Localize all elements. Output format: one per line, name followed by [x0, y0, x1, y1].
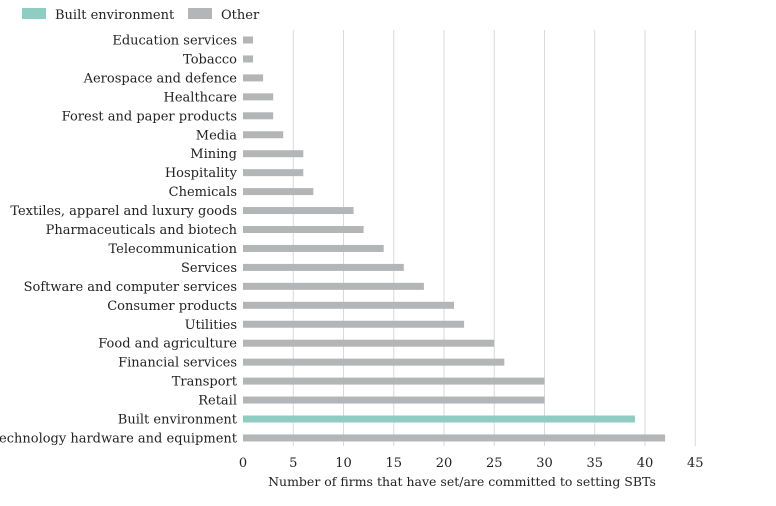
- bar-textiles-apparel-and-luxury-goods: [243, 207, 354, 215]
- legend-label-built-environment: Built environment: [55, 8, 175, 23]
- bar-media: [243, 131, 284, 139]
- bar-food-and-agriculture: [243, 339, 495, 347]
- bar-consumer-products: [243, 301, 455, 309]
- x-tick-label-5: 5: [289, 456, 297, 471]
- x-tick-label-45: 45: [687, 456, 704, 471]
- category-label-telecommunication: Telecommunication: [109, 242, 238, 257]
- bar-forest-and-paper-products: [243, 112, 274, 120]
- category-label-hospitality: Hospitality: [165, 166, 238, 181]
- category-label-food-and-agriculture: Food and agriculture: [98, 337, 237, 352]
- bar-services: [243, 263, 404, 271]
- bar-financial-services: [243, 358, 505, 366]
- bar-hospitality: [243, 169, 304, 177]
- category-label-consumer-products: Consumer products: [107, 299, 237, 314]
- category-label-tobacco: Tobacco: [183, 52, 237, 67]
- category-label-transport: Transport: [172, 375, 238, 390]
- legend-label-other: Other: [221, 8, 260, 23]
- legend-swatch-built-environment: [22, 8, 46, 19]
- bar-aerospace-and-defence: [243, 74, 264, 82]
- category-label-financial-services: Financial services: [118, 356, 237, 371]
- x-tick-label-35: 35: [586, 456, 603, 471]
- category-label-technology-hardware-and-equipment: Technology hardware and equipment: [0, 431, 238, 446]
- x-tick-label-15: 15: [385, 456, 402, 471]
- bar-telecommunication: [243, 244, 384, 252]
- bar-technology-hardware-and-equipment: [243, 434, 666, 442]
- category-label-education-services: Education services: [112, 34, 237, 49]
- category-label-utilities: Utilities: [185, 318, 237, 333]
- bar-mining: [243, 150, 304, 158]
- bar-healthcare: [243, 93, 274, 101]
- category-label-services: Services: [181, 261, 237, 276]
- x-axis-label: Number of firms that have set/are commit…: [268, 474, 656, 489]
- category-label-mining: Mining: [190, 147, 237, 162]
- gridlines: [292, 30, 696, 446]
- bar-tobacco: [243, 55, 254, 63]
- category-label-retail: Retail: [198, 394, 237, 409]
- x-tick-label-0: 0: [239, 456, 247, 471]
- category-label-media: Media: [196, 128, 237, 143]
- legend: Built environment Other: [22, 8, 260, 23]
- x-tick-label-10: 10: [335, 456, 352, 471]
- category-label-textiles-apparel-and-luxury-goods: Textiles, apparel and luxury goods: [10, 204, 237, 219]
- bar-pharmaceuticals-and-biotech: [243, 226, 364, 233]
- x-tick-label-25: 25: [486, 456, 503, 471]
- legend-swatch-other: [188, 8, 212, 19]
- category-label-forest-and-paper-products: Forest and paper products: [62, 109, 237, 124]
- bar-transport: [243, 377, 545, 385]
- x-tick-label-20: 20: [436, 456, 453, 471]
- x-tick-label-30: 30: [536, 456, 553, 471]
- bar-software-and-computer-services: [243, 282, 424, 290]
- bar-utilities: [243, 320, 465, 328]
- bar-education-services: [243, 36, 254, 44]
- x-axis-ticks: 0 5 10 15 20 25 30 35 40 45: [239, 456, 704, 471]
- category-label-chemicals: Chemicals: [169, 185, 237, 200]
- category-label-built-environment: Built environment: [118, 413, 238, 428]
- bar-chemicals: [243, 188, 314, 196]
- x-tick-label-40: 40: [637, 456, 654, 471]
- category-labels: Education services Tobacco Aerospace and d…: [0, 34, 238, 447]
- category-label-pharmaceuticals-and-biotech: Pharmaceuticals and biotech: [46, 223, 238, 238]
- bar-built-environment: [243, 415, 635, 423]
- category-label-aerospace-and-defence: Aerospace and defence: [83, 71, 238, 86]
- category-label-healthcare: Healthcare: [164, 90, 238, 105]
- category-label-software-and-computer-services: Software and computer services: [24, 280, 237, 295]
- bars: [243, 36, 666, 442]
- bar-retail: [243, 396, 545, 404]
